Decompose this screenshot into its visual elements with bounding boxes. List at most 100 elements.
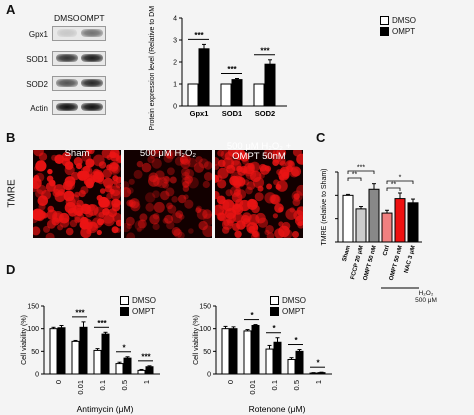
cell (184, 168, 194, 179)
bar (309, 372, 318, 375)
cell (248, 225, 256, 233)
bar (287, 358, 296, 375)
cell (258, 172, 265, 179)
x-axis-label: Antimycin (μM) (77, 404, 134, 414)
microscopy-image (210, 147, 308, 241)
cell (85, 209, 94, 218)
cell (152, 190, 160, 198)
bar (368, 188, 380, 243)
cell (102, 168, 113, 179)
cell (264, 192, 276, 204)
cell (193, 162, 205, 173)
cell (165, 150, 173, 159)
cell (133, 169, 143, 179)
x-tick-label: 0.01 (76, 380, 85, 395)
chart-rotenone: 0 50 100 150 Cell viability (%) 0 0.01 * 0.1 * 0.5… (193, 304, 332, 414)
bar (229, 328, 238, 375)
cell (98, 161, 107, 169)
chart-protein-expression: 0 1 2 3 4 Protein expression level (Relative … (149, 6, 287, 130)
cell (247, 162, 255, 170)
cell (98, 211, 105, 219)
cell (198, 220, 208, 231)
legend-d2: DMSO OMPT (270, 296, 306, 316)
cell (243, 179, 250, 186)
cell (128, 199, 136, 208)
cell (203, 161, 213, 170)
blot-row-actin (52, 100, 106, 115)
cell (165, 187, 175, 197)
y-tick-label: 50 (31, 349, 39, 356)
cell (289, 207, 295, 213)
cell (265, 225, 274, 234)
bar (253, 83, 265, 107)
significance-marker: *** (75, 308, 85, 317)
cell (232, 204, 242, 213)
cell (126, 199, 134, 207)
bar (342, 194, 354, 243)
significance-marker: * (399, 175, 402, 182)
significance-bracket (386, 187, 401, 191)
cell (71, 171, 80, 181)
cell (84, 179, 90, 185)
cell (57, 189, 65, 196)
h2o2-group-dose: 500 μM (415, 297, 437, 304)
microscopy-label-h2o2: 500 μM H₂O₂ (139, 148, 197, 159)
x-tick-label: 1 (314, 380, 323, 384)
cell (145, 202, 155, 212)
cell (234, 230, 242, 238)
cell (245, 186, 253, 195)
legend-label-dmso: DMSO (132, 296, 156, 305)
cell (171, 196, 178, 203)
blot-row-sod2 (52, 76, 106, 91)
cell (54, 154, 64, 164)
h2o2-group-label: H₂O₂ 500 μM (406, 290, 446, 304)
cell (232, 175, 243, 187)
cell (148, 172, 159, 183)
cell (149, 153, 156, 159)
legend-swatch-ompt (380, 27, 389, 36)
bar (381, 212, 393, 243)
cell (259, 163, 267, 172)
cell (45, 181, 56, 192)
significance-marker: *** (97, 319, 107, 328)
bar (221, 328, 230, 375)
panel-letter-c: C (316, 130, 326, 145)
cell (292, 231, 299, 238)
cell (152, 147, 163, 158)
cell (96, 229, 102, 236)
panel-letter-b: B (6, 130, 16, 145)
cell (274, 203, 284, 213)
cell (277, 156, 286, 166)
cell (152, 177, 163, 187)
cell (285, 160, 295, 170)
significance-marker: *** (357, 165, 365, 172)
cell (162, 181, 169, 189)
bar (115, 363, 124, 375)
blot-label-sod1: SOD1 (26, 55, 48, 64)
cell (96, 195, 103, 201)
legend-swatch-ompt (270, 307, 279, 316)
x-tick-label: 0.01 (248, 380, 257, 395)
cell (64, 180, 76, 191)
cell (136, 160, 144, 168)
cell (188, 228, 194, 234)
cell (239, 199, 251, 212)
cell (47, 168, 53, 175)
blot-column-dmso: DMSO (54, 13, 80, 23)
significance-marker: ** (352, 172, 358, 179)
blot-row-sod1 (52, 51, 106, 66)
microscopy-label-h2o2-ompt: 500 μM H₂O₂ + OMPT 50nM (226, 141, 292, 162)
cell (196, 208, 208, 220)
y-tick-label: 50 (203, 349, 211, 356)
bar (243, 330, 252, 375)
bar (145, 366, 154, 375)
significance-marker: * (316, 359, 320, 368)
x-tick-label: 0.5 (292, 380, 301, 390)
x-tick-label: NAC 3 μM (404, 245, 417, 274)
cell (163, 176, 170, 182)
cell (80, 166, 93, 178)
cell (294, 215, 306, 226)
cell (31, 226, 41, 236)
cell (85, 158, 95, 168)
cell (152, 222, 160, 231)
